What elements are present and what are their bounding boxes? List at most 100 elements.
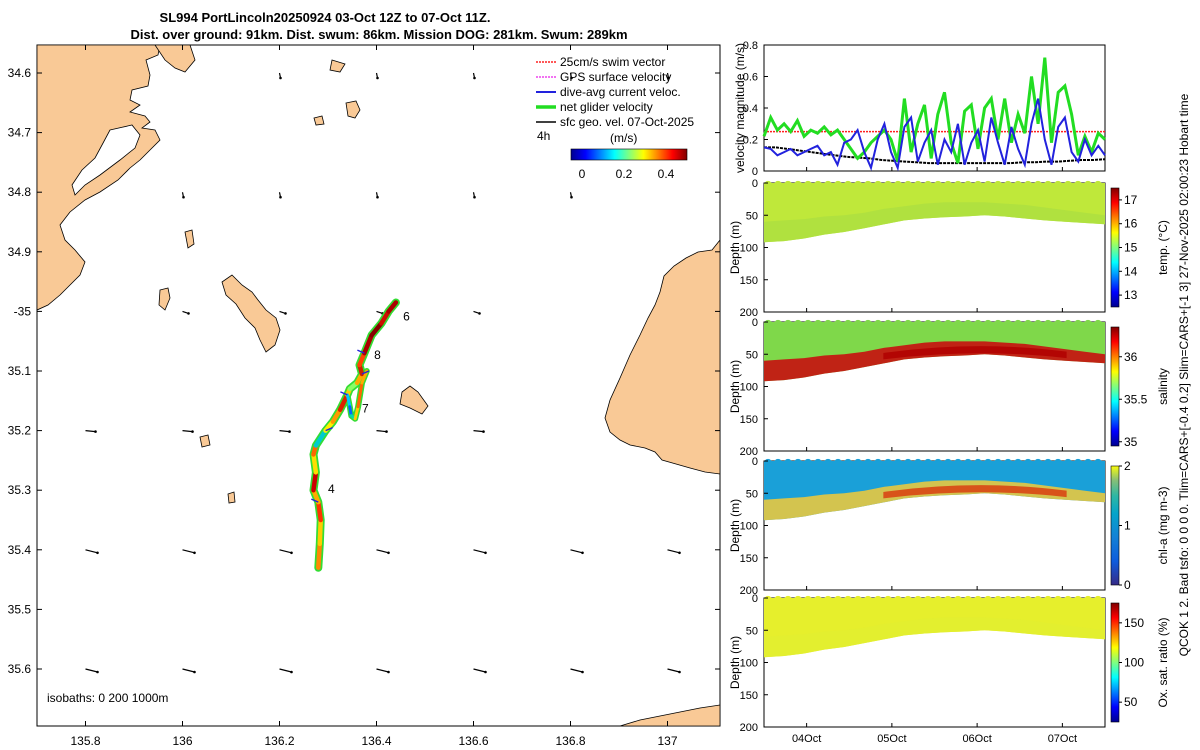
track-segment	[313, 428, 328, 448]
section-y-tick-label: 200	[740, 722, 758, 734]
section-surface-dot	[1034, 180, 1042, 189]
section-surface-dot	[824, 595, 832, 604]
section-surface-dot	[1044, 180, 1052, 189]
sfc-geo-vector	[182, 549, 195, 554]
section-y-tick-label: 100	[740, 243, 758, 255]
section-surface-dot	[774, 319, 782, 328]
track-segment	[379, 309, 391, 326]
sfc-geo-vector-head	[193, 670, 196, 674]
section-surface-dot	[1074, 595, 1082, 604]
section-y-tick-label: 100	[740, 658, 758, 670]
sfc-geo-vector	[182, 430, 193, 433]
map-legend: 25cm/s swim vector GPS surface velocity …	[536, 55, 694, 181]
section-surface-dot	[974, 458, 982, 467]
section-surface-dot	[854, 595, 862, 604]
sfc-geo-vector	[473, 430, 484, 433]
sfc-geo-vector-head	[191, 430, 194, 433]
series-sfc-geo	[764, 146, 1106, 165]
sfc-geo-vector-head	[482, 430, 485, 433]
section-surface-dot	[954, 458, 962, 467]
track-dive-vector	[357, 349, 365, 354]
map-y-ticks: 34.6 34.7 34.8 34.9 -35 35.1 35.2 35.3 35.4 35.5 3…	[8, 66, 720, 676]
section-surface-dot	[944, 319, 952, 328]
section-surface-dot	[874, 458, 882, 467]
land-yorke	[604, 239, 720, 475]
track-loop-segment	[348, 405, 353, 418]
sfc-geo-vector	[279, 430, 290, 433]
section-surface-dot	[934, 595, 942, 604]
section-colorbar	[1110, 187, 1120, 308]
track-segment	[369, 321, 384, 338]
sfc-geo-vector-head	[667, 76, 670, 80]
velocity-series	[762, 57, 1107, 172]
track-segment	[337, 392, 350, 412]
sfc-geo-vector-head	[288, 430, 291, 433]
land-island-d	[158, 287, 171, 311]
section-surface-dot	[1014, 180, 1022, 189]
section-surface-dot	[914, 180, 922, 189]
map-x-ticks: 135.8 136 136.2 136.4 136.6 136.8 137	[70, 45, 678, 748]
sfc-geo-vector-head	[193, 551, 196, 555]
section-surface-dot	[1014, 458, 1022, 467]
sfc-geo-vector	[376, 430, 387, 433]
section-surface-dot	[764, 595, 772, 604]
section-y-tick-label: 50	[746, 625, 758, 637]
section-surface-dot	[874, 595, 882, 604]
sfc-geo-vector-head	[484, 551, 487, 555]
section-surface-dot	[984, 458, 992, 467]
section-surface-dot	[794, 458, 802, 467]
section-surface-dot	[944, 595, 952, 604]
section-colorbar	[1110, 602, 1120, 723]
section-surface-dot	[1044, 319, 1052, 328]
section-surface-dot	[814, 319, 822, 328]
map-y-tick-label: 35.6	[8, 662, 32, 676]
section-y-tick-label: 0	[752, 178, 758, 190]
section-surface-dot	[1024, 595, 1032, 604]
sfc-geo-vector	[279, 668, 292, 673]
sfc-geo-vector-head	[387, 551, 390, 555]
section-surface-dot	[984, 180, 992, 189]
velocity-y-ticks: 0 0.2 0.4 0.6 0.8	[743, 40, 1063, 178]
sfc-geo-vector-head	[376, 76, 379, 80]
track-loop-segment	[353, 405, 360, 421]
section-surface-dot	[774, 458, 782, 467]
land-island-small-a	[345, 100, 361, 119]
section-surface-dot	[884, 458, 892, 467]
section-surface-dot	[994, 458, 1002, 467]
sfc-geo-vector	[376, 549, 389, 554]
glider-track	[309, 298, 400, 572]
sfc-geo-vector-head	[94, 430, 97, 433]
section-surface-dot	[1024, 180, 1032, 189]
sfc-geo-vector-head	[182, 195, 185, 199]
section-surface-dot	[1004, 458, 1012, 467]
land-island-wedge	[399, 385, 429, 415]
land-island-c	[184, 229, 195, 249]
map-colorbar-tick-1: 0.2	[616, 167, 633, 181]
velocity-y-tick-label: 0.6	[743, 72, 758, 84]
sfc-geo-vector-head	[290, 551, 293, 555]
map-y-tick-label: 35.2	[8, 424, 32, 438]
section-surface-dot	[1024, 319, 1032, 328]
section-surface-dot	[974, 319, 982, 328]
sfc-geo-vector	[570, 549, 583, 554]
section-y-tick-label: 200	[740, 585, 758, 597]
map-y-tick-label: 34.9	[8, 245, 32, 259]
track-loop-segment	[345, 393, 352, 409]
section-surface-dot	[1034, 595, 1042, 604]
section-surface-dot	[1084, 319, 1092, 328]
section-surface-dot	[924, 595, 932, 604]
map-x-tick-label: 136.8	[555, 734, 585, 748]
velocity-panel: 0 0.2 0.4 0.6 0.8 velocity magnitude (m/s)	[733, 40, 1107, 178]
section-variable-label: chl-a (mg m-3)	[1156, 486, 1170, 564]
track-dive-vector	[311, 498, 319, 503]
section-surface-dot	[804, 319, 812, 328]
land-island-e	[199, 434, 211, 448]
section-surface-dot	[924, 180, 932, 189]
section-surface-dot	[1074, 458, 1082, 467]
section-surface-dot	[1064, 595, 1072, 604]
section-surface-dot	[944, 458, 952, 467]
legend-gps: GPS surface velocity	[560, 70, 671, 84]
section-ox-sat-ratio-: 0 50 100 150 200 Depth (m) 50 100 150 Ox. sat. ra…	[728, 593, 1170, 745]
section-y-tick-label: 100	[740, 382, 758, 394]
section-surface-dot	[784, 319, 792, 328]
